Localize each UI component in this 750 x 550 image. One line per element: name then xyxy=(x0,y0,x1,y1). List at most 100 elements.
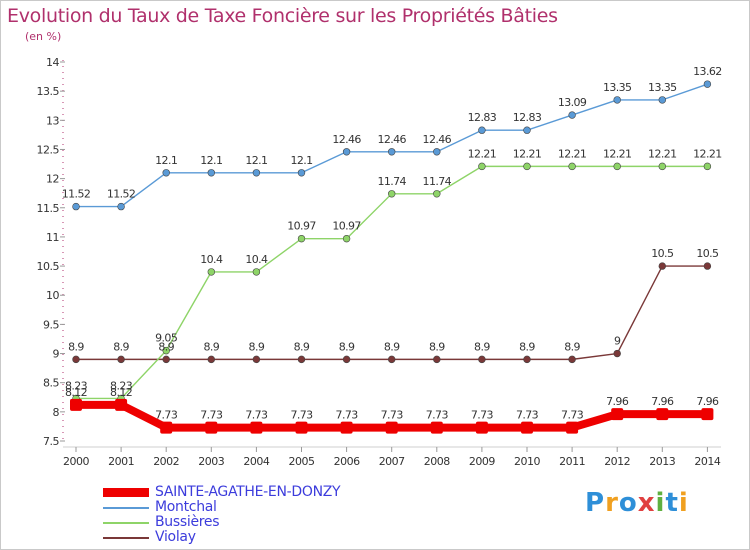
x-tick-label: 2002 xyxy=(153,455,179,468)
y-tick-label: 10 xyxy=(46,289,59,302)
x-tick-label: 2011 xyxy=(559,455,585,468)
series-point-0 xyxy=(701,408,714,421)
series-point-1 xyxy=(523,126,531,134)
chart-subtitle: (en %) xyxy=(25,30,62,43)
x-tick-label: 2007 xyxy=(379,455,405,468)
series-point-3 xyxy=(117,355,125,364)
data-label-0: 7.73 xyxy=(426,409,449,422)
series-point-0 xyxy=(566,421,579,434)
legend-label-sainte-agathe: SAINTE-AGATHE-EN-DONZY xyxy=(155,484,341,500)
series-point-1 xyxy=(72,202,80,211)
data-label-2: 12.21 xyxy=(603,147,632,160)
legend-swatch-sainte-agathe xyxy=(103,488,149,497)
data-label-0: 7.73 xyxy=(381,409,404,422)
x-tick-label: 2000 xyxy=(63,455,89,468)
data-label-0: 7.73 xyxy=(200,409,223,422)
series-point-0 xyxy=(430,421,443,434)
data-label-2: 8.23 xyxy=(65,379,88,392)
data-label-3: 8.9 xyxy=(68,340,84,353)
series-point-0 xyxy=(160,421,173,434)
data-label-0: 7.73 xyxy=(245,409,268,422)
series-point-0 xyxy=(475,421,488,434)
series-point-1 xyxy=(658,96,666,104)
data-label-3: 8.9 xyxy=(474,340,490,353)
series-point-3 xyxy=(613,349,621,358)
x-tick-label: 2005 xyxy=(289,455,315,468)
series-point-1 xyxy=(252,169,261,177)
series-point-2 xyxy=(433,190,441,198)
data-label-0: 7.96 xyxy=(696,395,719,408)
series-point-2 xyxy=(297,234,306,243)
legend-label-montchal: Montchal xyxy=(155,499,217,515)
logo-letter: i xyxy=(678,488,689,518)
proxiti-logo: Proxiti xyxy=(585,488,689,518)
data-label-2: 10.97 xyxy=(332,220,361,233)
series-point-0 xyxy=(340,421,353,434)
x-tick-label: 2004 xyxy=(243,455,269,468)
series-point-1 xyxy=(433,148,441,156)
series-point-3 xyxy=(703,262,712,270)
data-label-3: 10.5 xyxy=(696,247,719,260)
logo-letter: t xyxy=(665,488,679,518)
data-label-3: 8.9 xyxy=(203,340,219,353)
series-point-2 xyxy=(478,162,486,171)
series-point-3 xyxy=(72,355,80,364)
data-label-1: 13.62 xyxy=(693,65,722,78)
series-point-1 xyxy=(342,148,351,156)
series-point-0 xyxy=(656,408,669,421)
series-point-2 xyxy=(613,162,621,171)
series-point-0 xyxy=(115,398,128,411)
data-label-1: 11.52 xyxy=(107,188,136,201)
data-label-3: 8.9 xyxy=(113,340,129,353)
series-point-3 xyxy=(523,355,531,364)
data-label-3: 8.9 xyxy=(519,340,535,353)
series-point-0 xyxy=(250,421,263,434)
series-point-2 xyxy=(342,234,351,243)
data-label-3: 8.9 xyxy=(158,340,174,353)
data-label-0: 7.73 xyxy=(516,409,539,422)
x-tick-label: 2006 xyxy=(334,455,360,468)
data-label-2: 10.4 xyxy=(200,253,223,266)
y-tick-label: 8 xyxy=(53,406,60,419)
series-point-1 xyxy=(388,148,396,156)
data-label-3: 8.9 xyxy=(384,340,400,353)
series-point-2 xyxy=(388,190,396,198)
logo-letter: x xyxy=(637,488,656,518)
data-label-1: 13.09 xyxy=(558,96,587,109)
data-label-1: 12.46 xyxy=(377,133,406,146)
series-point-3 xyxy=(478,355,486,364)
logo-letter: i xyxy=(655,488,666,518)
data-label-2: 11.74 xyxy=(377,175,406,188)
y-tick-label: 12 xyxy=(46,173,59,186)
x-tick-label: 2003 xyxy=(198,455,224,468)
x-tick-label: 2009 xyxy=(469,455,495,468)
series-point-0 xyxy=(295,421,308,434)
x-tick-label: 2012 xyxy=(604,455,630,468)
series-point-1 xyxy=(568,111,576,119)
legend-label-violay: Violay xyxy=(155,529,196,545)
series-point-3 xyxy=(568,355,576,364)
data-label-1: 12.83 xyxy=(468,111,497,124)
y-tick-label: 9.5 xyxy=(43,318,59,331)
x-tick-label: 2008 xyxy=(424,455,450,468)
x-tick-label: 2013 xyxy=(649,455,675,468)
data-label-3: 9 xyxy=(614,335,621,348)
data-label-0: 7.73 xyxy=(336,409,359,422)
data-label-1: 12.46 xyxy=(332,133,361,146)
x-tick-label: 2001 xyxy=(108,455,134,468)
x-tick-label: 2014 xyxy=(694,455,720,468)
y-tick-label: 12.5 xyxy=(37,143,60,156)
series-point-1 xyxy=(703,80,712,88)
series-point-0 xyxy=(385,421,398,434)
series-point-2 xyxy=(162,346,170,355)
data-label-1: 12.1 xyxy=(245,154,267,167)
series-point-2 xyxy=(523,162,531,171)
data-label-2: 11.74 xyxy=(423,175,452,188)
data-label-3: 10.5 xyxy=(651,247,674,260)
series-point-1 xyxy=(297,169,306,177)
data-label-3: 8.9 xyxy=(294,340,310,353)
series-point-0 xyxy=(205,421,218,434)
data-label-1: 12.1 xyxy=(155,154,177,167)
data-label-2: 10.4 xyxy=(245,253,268,266)
